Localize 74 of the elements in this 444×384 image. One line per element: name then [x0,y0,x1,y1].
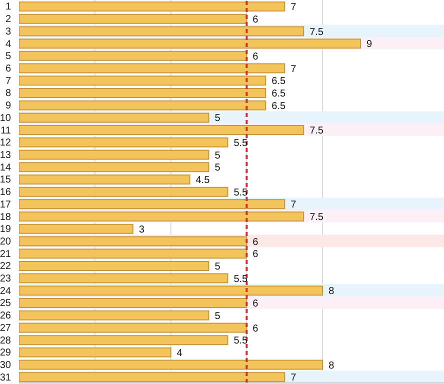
y-tick-label: 30 [0,360,12,372]
data-label: 4.5 [196,175,210,186]
bar [19,335,228,346]
y-tick-label: 11 [0,125,12,136]
data-label: 7 [290,200,297,211]
y-tick-label: 20 [0,236,12,248]
bar [19,162,210,172]
y-tick-label: 17 [0,199,12,210]
y-tick-label: 15 [0,174,12,186]
data-label: 6 [252,249,259,260]
y-tick-label: 29 [0,348,12,359]
data-label: 6 [252,236,259,248]
data-label: 6 [252,298,259,310]
y-tick-label: 10 [0,112,12,124]
y-tick-label: 6 [5,64,12,74]
y-tick-label: 22 [0,261,12,272]
bar [19,260,210,271]
y-tick-label: 14 [0,162,12,174]
bar [19,322,248,333]
data-label: 6 [252,323,259,334]
bar [19,63,286,74]
data-label: 5 [214,310,221,322]
data-label: 7 [290,372,297,384]
y-tick-label: 9 [5,100,12,112]
data-label: 5 [214,150,221,162]
bar [19,150,210,160]
data-label: 5.5 [234,187,248,198]
data-label: 7.5 [310,126,324,137]
bar [19,76,266,86]
y-tick-label: 5 [5,51,12,62]
y-tick-label: 28 [0,335,12,346]
data-label: 7.5 [310,212,324,224]
y-tick-label: 27 [0,322,12,334]
data-label: 7.5 [310,26,324,38]
data-label: 7 [290,2,297,14]
data-label: 5.5 [234,138,248,149]
data-label: 6.5 [272,88,286,100]
data-label: 6.5 [272,76,286,88]
y-tick-label: 19 [0,224,12,236]
bar [19,347,172,358]
y-tick-label: 3 [5,26,12,38]
data-label: 5.5 [234,274,248,285]
y-tick-label: 7 [5,76,12,87]
y-tick-label: 1 [5,2,12,13]
data-label: 5 [214,162,221,174]
data-label: 8 [328,286,335,298]
y-tick-label: 23 [0,274,12,285]
data-label: 6 [252,14,259,26]
data-label: 6 [252,51,259,62]
bar [19,224,134,234]
y-tick-label: 4 [5,38,12,50]
data-label: 4 [176,348,183,359]
y-tick-label: 8 [5,88,12,100]
bar [19,174,190,184]
y-tick-label: 24 [0,286,12,297]
data-label: 8 [328,360,335,372]
y-tick-label: 13 [0,150,12,161]
data-label: 6.5 [272,100,286,112]
bar [19,2,286,12]
y-tick-label: 12 [0,138,12,149]
data-label: 7 [290,64,297,75]
y-tick-label: 31 [0,372,12,384]
y-tick-label: 25 [0,298,12,310]
y-tick-label: 26 [0,310,12,322]
data-label: 5 [214,113,221,124]
y-tick-label: 16 [0,187,12,198]
data-label: 9 [366,39,373,50]
y-tick-label: 18 [0,212,12,223]
data-label: 3 [138,224,145,236]
data-label: 5 [214,262,221,272]
bar [19,88,266,98]
y-tick-label: 21 [0,248,12,260]
y-tick-label: 2 [5,14,12,26]
data-label: 5.5 [234,336,248,347]
